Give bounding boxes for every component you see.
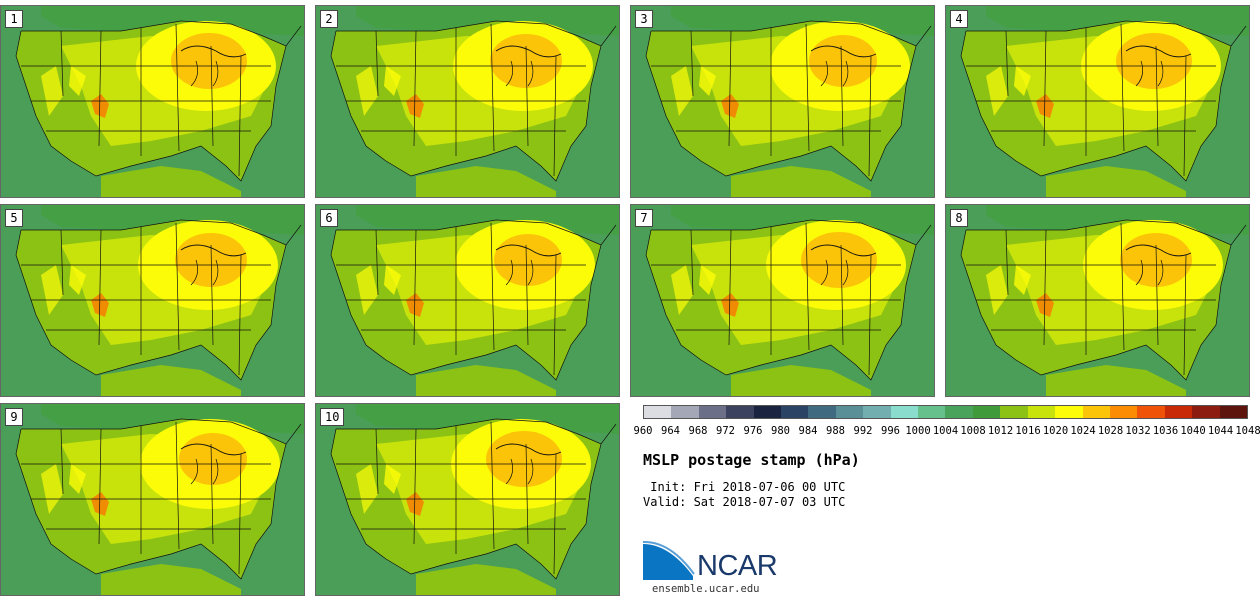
colorbar-swatch: [644, 406, 672, 418]
colorbar-tick: 976: [743, 425, 763, 437]
member-number-label: 2: [320, 10, 338, 28]
colorbar-tick: 980: [771, 425, 790, 437]
member-number-label: 1: [5, 10, 23, 28]
valid-time: Valid: Sat 2018-07-07 03 UTC: [643, 495, 846, 509]
colorbar-swatch: [972, 406, 1001, 418]
colorbar-swatch: [1027, 406, 1056, 418]
mslp-member-map: 2: [315, 5, 620, 198]
mslp-member-map: 8: [945, 204, 1250, 397]
website-url[interactable]: ensemble.ucar.edu: [652, 583, 760, 595]
member-number-label: 6: [320, 209, 338, 227]
colorbar-swatch: [753, 406, 782, 418]
mslp-member-map: 9: [0, 403, 305, 596]
colorbar-swatch: [1082, 406, 1110, 418]
colorbar-tick: 1008: [960, 425, 986, 437]
colorbar-tick: 1040: [1180, 425, 1206, 437]
member-number-label: 4: [950, 10, 968, 28]
colorbar-tick: 1032: [1125, 425, 1151, 437]
colorbar-tick: 972: [716, 425, 735, 437]
member-number-label: 3: [635, 10, 653, 28]
mslp-member-map: 6: [315, 204, 620, 397]
member-number-label: 8: [950, 209, 968, 227]
colorbar-swatch: [726, 406, 754, 418]
colorbar-swatch: [1000, 406, 1028, 418]
colorbar-tick-labels: 960 964 968 972 976 980 984 988 992 996 1000 1004 10…: [633, 425, 1260, 439]
colorbar-tick: 1004: [932, 425, 959, 437]
colorbar-swatch: [808, 406, 836, 418]
colorbar-tick: 1020: [1042, 425, 1069, 437]
colorbar-swatch: [890, 406, 919, 418]
colorbar-tick: 996: [881, 425, 900, 437]
member-number-label: 5: [5, 209, 23, 227]
mslp-member-map: 3: [630, 5, 935, 198]
member-number-label: 7: [635, 209, 653, 227]
map-title: MSLP postage stamp (hPa): [643, 451, 860, 469]
colorbar-tick: 984: [798, 425, 818, 437]
colorbar-tick: 1044: [1207, 425, 1234, 437]
colorbar-swatch: [918, 406, 946, 418]
colorbar-swatch: [835, 406, 864, 418]
colorbar-tick: 1028: [1097, 425, 1124, 437]
colorbar-swatch: [863, 406, 891, 418]
colorbar-tick: 1016: [1015, 425, 1041, 437]
colorbar-swatch: [781, 406, 809, 418]
mslp-member-map: 1: [0, 5, 305, 198]
colorbar-swatch: [1109, 406, 1138, 418]
colorbar-tick: 1012: [987, 425, 1014, 437]
colorbar-swatch: [698, 406, 727, 418]
member-number-label: 9: [5, 408, 23, 426]
colorbar-swatch: [1219, 406, 1247, 418]
mslp-member-map: 5: [0, 204, 305, 397]
member-number-label: 10: [320, 408, 345, 426]
mslp-member-map: 7: [630, 204, 935, 397]
colorbar-tick: 960: [633, 425, 653, 437]
ncar-wordmark: NCAR: [697, 550, 778, 582]
colorbar-tick: 1048: [1235, 425, 1260, 437]
mslp-member-map: 4: [945, 5, 1250, 198]
colorbar-swatch: [1055, 406, 1083, 418]
colorbar-tick: 1036: [1152, 425, 1179, 437]
colorbar-swatch: [1137, 406, 1165, 418]
colorbar-swatch: [1192, 406, 1220, 418]
ncar-logo-icon: [643, 540, 695, 580]
colorbar-tick: 1000: [905, 425, 931, 437]
colorbar-tick: 992: [853, 425, 873, 437]
pressure-colorbar: [643, 405, 1248, 419]
colorbar-swatch: [671, 406, 699, 418]
colorbar-tick: 968: [688, 425, 708, 437]
colorbar-tick: 964: [661, 425, 680, 437]
init-time: Init: Fri 2018-07-06 00 UTC: [643, 480, 846, 494]
colorbar-tick: 988: [826, 425, 845, 437]
colorbar-swatch: [945, 406, 973, 418]
mslp-member-map: 10: [315, 403, 620, 596]
colorbar-tick: 1024: [1070, 425, 1096, 437]
colorbar-swatch: [1164, 406, 1193, 418]
